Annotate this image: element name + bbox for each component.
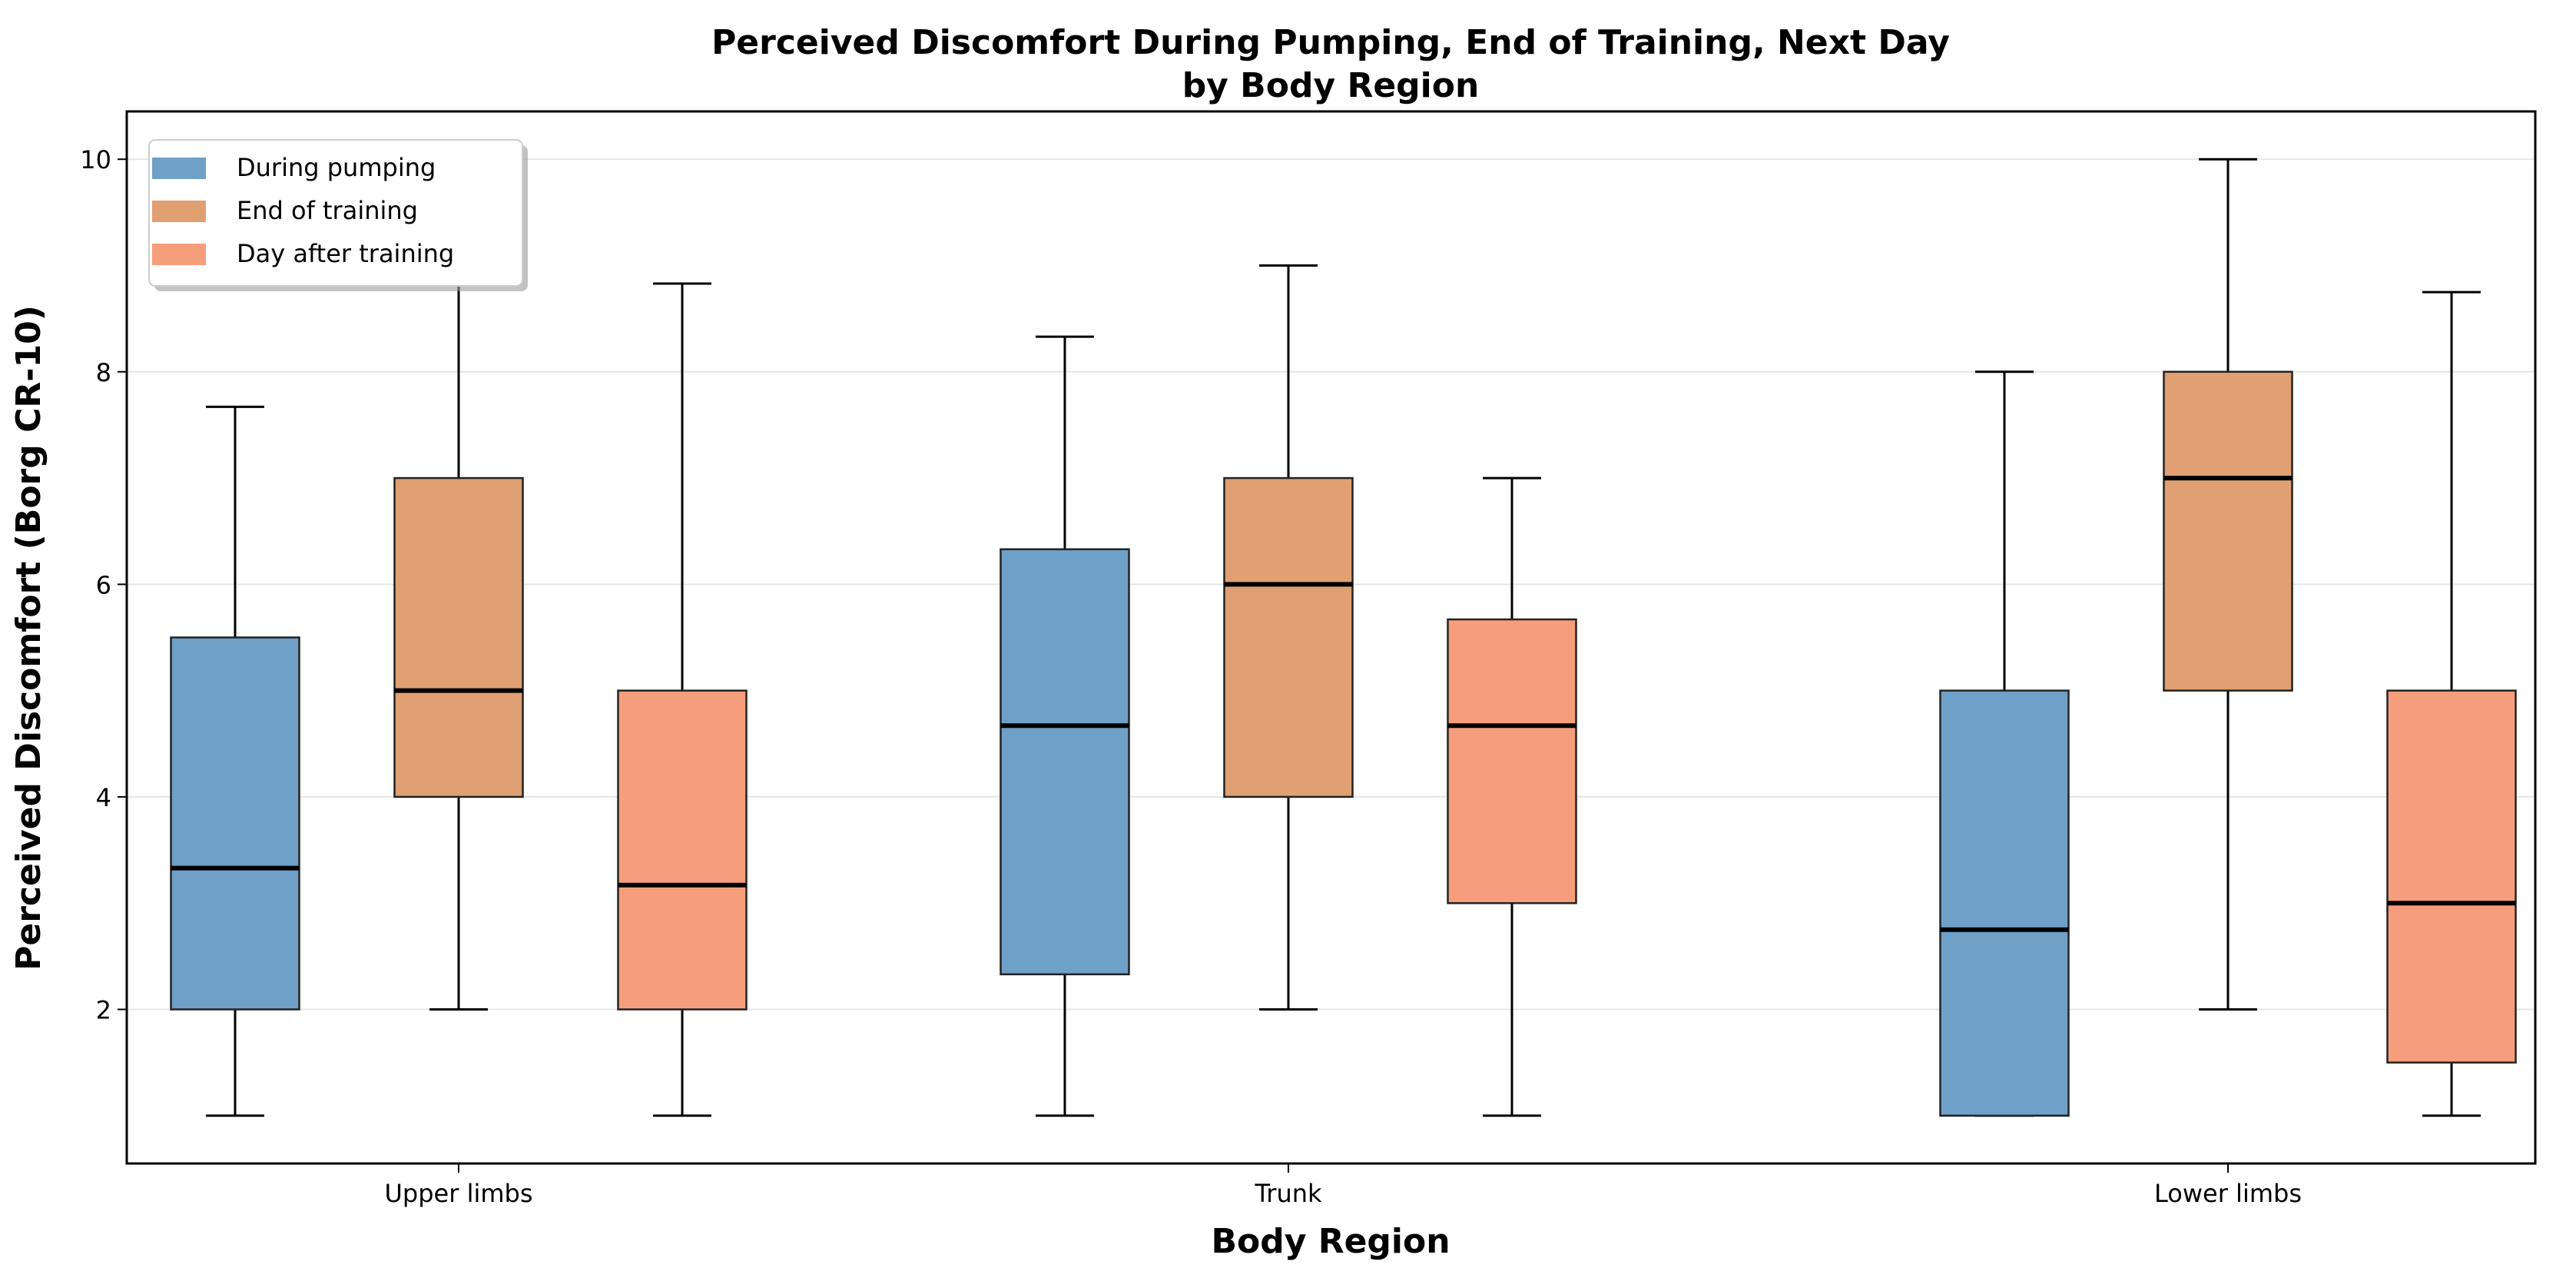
x-tick-label: Lower limbs	[2154, 1179, 2302, 1208]
chart-subtitle: by Body Region	[1182, 66, 1480, 105]
box-day-after-training	[1447, 476, 1577, 1117]
x-axis-label: Body Region	[1211, 1222, 1450, 1261]
box-end-of-training	[393, 158, 524, 1011]
box-iqr	[1447, 618, 1577, 905]
box-day-after-training	[617, 282, 748, 1117]
box-iqr	[617, 689, 748, 1011]
x-tick-label: Upper limbs	[385, 1179, 533, 1208]
y-tick-label: 2	[96, 995, 111, 1024]
y-tick-label: 6	[96, 570, 111, 599]
box-end-of-training	[1223, 264, 1354, 1011]
legend-label: Day after training	[237, 239, 454, 268]
y-tick-label: 8	[96, 358, 111, 387]
y-tick-label: 10	[80, 145, 111, 174]
box-iqr	[1939, 689, 2070, 1117]
box-iqr	[1223, 476, 1354, 798]
legend-label: End of training	[237, 196, 418, 225]
box-iqr	[170, 636, 300, 1011]
box-day-after-training	[2386, 290, 2517, 1117]
legend-swatch	[152, 158, 206, 179]
chart-title: Perceived Discomfort During Pumping, End…	[711, 23, 1950, 62]
box-end-of-training	[2163, 158, 2293, 1011]
box-iqr	[2386, 689, 2517, 1064]
plot-frame	[125, 110, 2537, 1165]
legend-swatch	[152, 201, 206, 222]
box-iqr	[393, 476, 524, 798]
box-during-pumping	[1939, 370, 2070, 1117]
legend-label: During pumping	[237, 153, 436, 182]
legend-swatch	[152, 244, 206, 265]
legend: During pumping End of training Day after t…	[148, 139, 528, 291]
y-tick-label: 4	[96, 783, 111, 812]
box-during-pumping	[170, 405, 300, 1117]
y-axis-label: Perceived Discomfort (Borg CR-10)	[9, 305, 48, 971]
box-iqr	[2163, 370, 2293, 692]
x-tick-label: Trunk	[1254, 1179, 1322, 1208]
box-iqr	[1000, 548, 1130, 976]
box-during-pumping	[1000, 335, 1130, 1117]
